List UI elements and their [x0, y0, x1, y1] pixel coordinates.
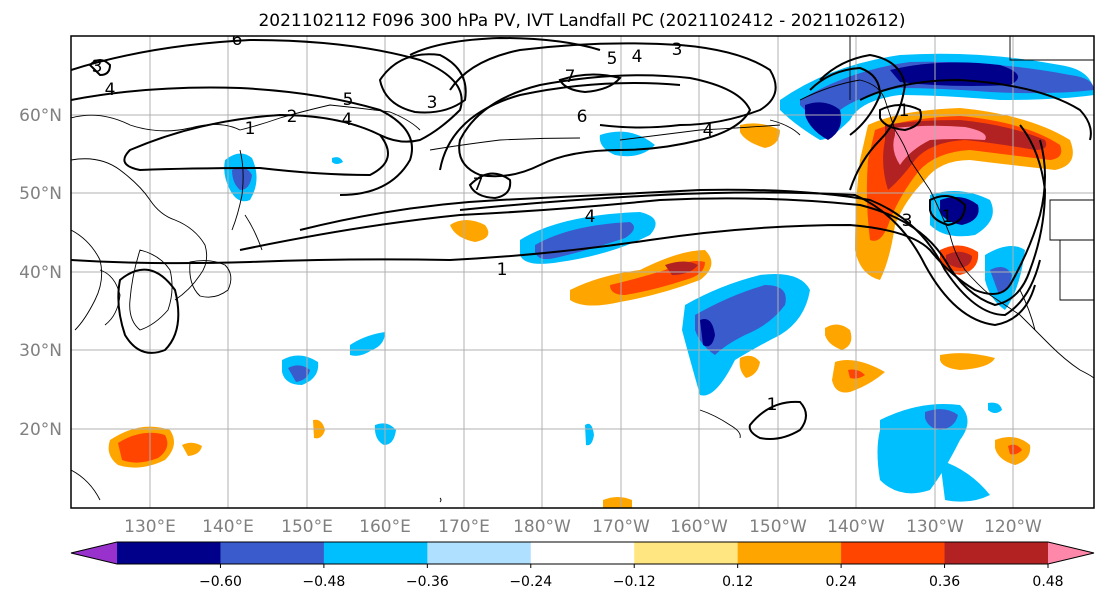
lon-label: 130°E — [124, 517, 176, 537]
colorbar-ticks: −0.60 −0.48 −0.36 −0.24 −0.12 0.12 0.24 0.36 0.4… — [199, 564, 1064, 590]
colorbar-segment — [323, 542, 428, 564]
lon-label: 150°E — [281, 517, 333, 537]
lon-label: 140°W — [827, 517, 885, 537]
contour-label-group: 6 4 3 5 4 3 7 6 4 5 3 4 2 1 7 4 1 1 1 3 — [92, 30, 953, 415]
contour-label: 4 — [342, 110, 353, 130]
longitude-labels: 130°E 140°E 150°E 160°E 170°E 180°W 170°… — [124, 517, 1042, 537]
lon-label: 140°E — [202, 517, 254, 537]
lon-label: 180°W — [513, 517, 571, 537]
colorbar-extend-low — [71, 542, 117, 564]
lat-label: 30°N — [19, 341, 62, 361]
colorbar-segment — [530, 542, 635, 564]
colorbar-extend-high — [1048, 542, 1094, 564]
contour-label: 5 — [343, 90, 354, 110]
contour-label: 4 — [703, 121, 714, 141]
lat-label: 60°N — [19, 106, 62, 126]
lon-label: 170°W — [592, 517, 650, 537]
contour-label: 4 — [632, 47, 643, 67]
map-frame — [70, 35, 1095, 509]
colorbar: −0.60 −0.48 −0.36 −0.24 −0.12 0.12 0.24 0.36 0.4… — [70, 541, 1095, 590]
colorbar-segment — [117, 542, 221, 564]
contour-label: 1 — [942, 207, 953, 227]
colorbar-segment — [944, 542, 1049, 564]
contour-label: 1 — [245, 119, 256, 139]
colorbar-tick-label: 0.48 — [1032, 574, 1063, 590]
coastlines — [71, 36, 1094, 503]
contour-label: 5 — [607, 49, 618, 69]
pv-contours — [71, 36, 1092, 440]
colorbar-outline — [70, 541, 1095, 565]
contour-label: 3 — [902, 211, 913, 231]
lon-label: 150°W — [749, 517, 807, 537]
colorbar-segment — [220, 542, 325, 564]
latitude-labels: 60°N 50°N 40°N 30°N 20°N — [19, 106, 62, 440]
contour-label: 4 — [585, 207, 596, 227]
colorbar-segment — [427, 542, 532, 564]
contour-label: 1 — [899, 101, 910, 121]
lon-label: 160°E — [359, 517, 411, 537]
colorbar-segment — [737, 542, 842, 564]
lat-label: 40°N — [19, 263, 62, 283]
contour-label: 3 — [672, 40, 683, 60]
contour-label: 6 — [232, 30, 243, 50]
contour-label: 7 — [565, 67, 576, 87]
contour-label: 3 — [92, 57, 103, 77]
contour-label: 4 — [105, 80, 116, 100]
colorbar-tick-label: −0.48 — [302, 574, 345, 590]
contour-label: 2 — [287, 107, 298, 127]
colorbar-tick-label: −0.12 — [613, 574, 656, 590]
lon-label: 170°E — [438, 517, 490, 537]
lon-label: 130°W — [906, 517, 964, 537]
colorbar-tick-label: −0.60 — [199, 574, 242, 590]
lon-label: 160°W — [670, 517, 728, 537]
gridlines — [71, 36, 1094, 508]
lat-label: 50°N — [19, 184, 62, 204]
contour-label: 7 — [473, 175, 484, 195]
lon-label: 120°W — [984, 517, 1042, 537]
colorbar-tick-label: −0.24 — [509, 574, 552, 590]
map-title: 2021102112 F096 300 hPa PV, IVT Landfall… — [258, 11, 905, 31]
colorbar-segment — [634, 542, 739, 564]
contour-label: 1 — [767, 395, 778, 415]
colorbar-segments — [71, 542, 1094, 564]
colorbar-tick-label: 0.36 — [929, 574, 960, 590]
contour-label: 6 — [577, 107, 588, 127]
colorbar-tick-label: 0.24 — [826, 574, 857, 590]
lat-label: 20°N — [19, 420, 62, 440]
map-panel: 6 4 3 5 4 3 7 6 4 5 3 4 2 1 7 4 1 1 1 3 — [70, 30, 1095, 509]
colorbar-tick-label: 0.12 — [722, 574, 753, 590]
contour-label: 1 — [497, 260, 508, 280]
contour-label: 3 — [427, 93, 438, 113]
colorbar-tick-label: −0.36 — [406, 574, 449, 590]
colorbar-segment — [841, 542, 946, 564]
